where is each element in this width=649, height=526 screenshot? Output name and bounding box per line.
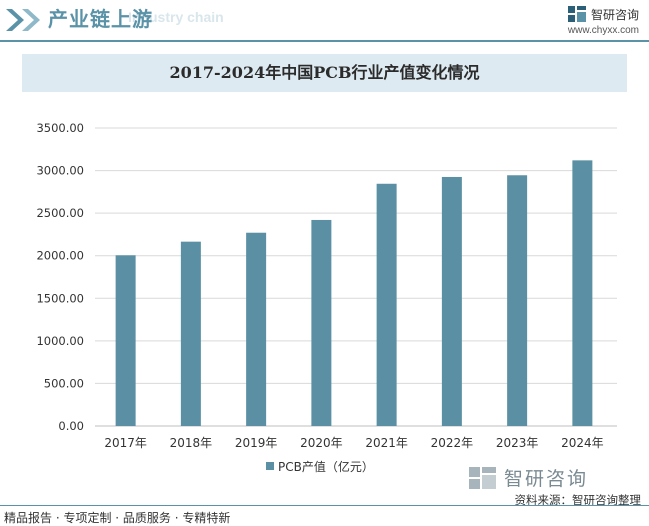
y-tick-label: 500.00 bbox=[44, 376, 84, 390]
footer-tagline: 精品报告 · 专项定制 · 品质服务 · 专精特新 bbox=[4, 511, 231, 525]
brand-logo: 智研咨询 www.chyxx.com bbox=[567, 5, 639, 36]
y-tick-label: 3500.00 bbox=[36, 121, 84, 135]
bar bbox=[180, 241, 201, 426]
y-tick-label: 0.00 bbox=[58, 419, 84, 433]
x-tick-label: 2017年 bbox=[104, 436, 147, 450]
bar bbox=[572, 160, 593, 426]
chevron-arrows-icon bbox=[6, 9, 40, 31]
brand-name: 智研咨询 bbox=[590, 7, 639, 22]
data-source: 资料来源：智研咨询整理 bbox=[514, 493, 642, 507]
x-tick-label: 2018年 bbox=[170, 436, 213, 450]
footer-brand-name: 智研咨询 bbox=[504, 468, 589, 490]
x-tick-label: 2024年 bbox=[561, 436, 604, 450]
bar bbox=[115, 255, 136, 426]
bar bbox=[246, 232, 267, 426]
bar bbox=[376, 183, 397, 426]
header-ghost-text: Industry chain bbox=[128, 9, 224, 25]
y-tick-label: 2500.00 bbox=[36, 206, 84, 220]
x-tick-label: 2020年 bbox=[300, 436, 343, 450]
x-tick-label: 2023年 bbox=[496, 436, 539, 450]
brand-url: www.chyxx.com bbox=[567, 25, 639, 36]
legend-swatch bbox=[266, 462, 274, 470]
y-tick-label: 3000.00 bbox=[36, 164, 84, 178]
bar bbox=[441, 176, 462, 426]
y-tick-label: 1500.00 bbox=[36, 291, 84, 305]
y-tick-label: 2000.00 bbox=[36, 249, 84, 263]
page-header: Industry chain 产业链上游 智研咨询 www.chyxx.com bbox=[0, 0, 649, 44]
footer-brand: 智研咨询 bbox=[468, 464, 588, 491]
y-tick-label: 1000.00 bbox=[36, 334, 84, 348]
chart-title: 2017-2024年中国PCB行业产值变化情况 bbox=[22, 54, 627, 92]
x-tick-label: 2021年 bbox=[365, 436, 408, 450]
bar bbox=[311, 219, 332, 426]
x-tick-label: 2022年 bbox=[431, 436, 474, 450]
bar bbox=[507, 175, 528, 426]
header-divider bbox=[0, 40, 649, 42]
section-title: 产业链上游 bbox=[48, 7, 153, 31]
footer-logo-icon bbox=[469, 466, 496, 489]
x-tick-label: 2019年 bbox=[235, 436, 278, 450]
brand-logo-icon bbox=[567, 6, 586, 22]
legend-label: PCB产值（亿元） bbox=[278, 459, 374, 474]
footer-divider bbox=[0, 505, 649, 506]
